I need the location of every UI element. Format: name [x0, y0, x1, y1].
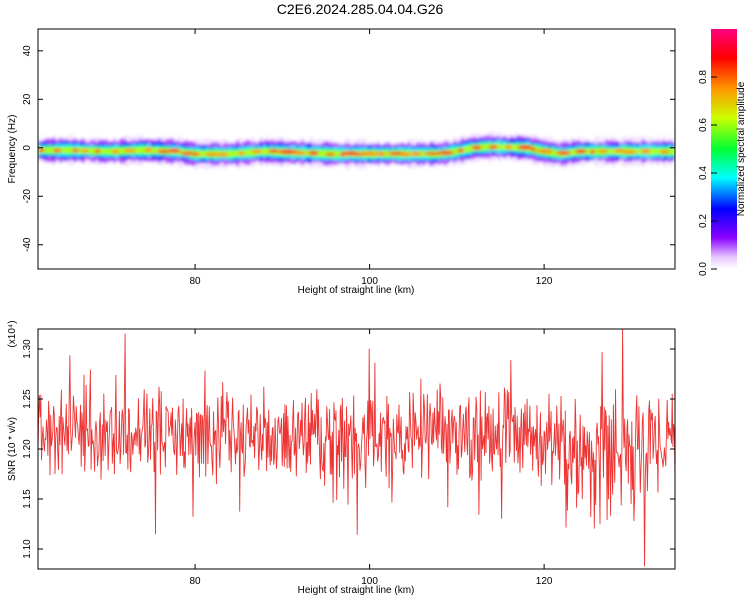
snr-y-tick-label: 1.10 — [22, 539, 33, 559]
snr-multiplier-label: (x10⁴) — [7, 320, 18, 347]
snr-y-label: SNR (10 * v/v) — [7, 417, 18, 481]
snr-x-label: Height of straight line (km) — [298, 585, 415, 596]
spectral-hot-core — [358, 151, 379, 156]
spectral-hot-core — [325, 152, 336, 157]
colorbar-label: Normalized spectral amplitude — [736, 81, 747, 216]
spectrogram-y-tick-label: -20 — [22, 189, 33, 204]
spectral-hot-core — [438, 150, 455, 155]
snr-x-tick-label: 120 — [536, 576, 553, 587]
spectrogram-x-tick-label: 100 — [361, 276, 378, 287]
spectral-hot-core — [410, 151, 422, 156]
spectrogram-panel: 80 100 120 -40 -20 0 20 40 Height of straight l… — [7, 28, 676, 296]
spectral-hot-core — [589, 149, 596, 155]
snr-y-tick-label: 1.20 — [22, 439, 33, 459]
spectral-hot-core — [38, 148, 45, 153]
spectral-hot-core — [659, 149, 670, 154]
spectrogram-y-tick-label: 40 — [22, 45, 33, 57]
spectral-hot-core — [156, 149, 172, 154]
snr-y-tick-label: 1.25 — [22, 389, 33, 409]
colorbar-tick-label: 0.0 — [698, 262, 709, 276]
spectral-hot-core — [144, 147, 153, 153]
spectral-hot-core — [215, 152, 229, 157]
colorbar: 0.0 0.2 0.4 0.6 0.8 Normalized spectral ampl… — [698, 29, 747, 276]
spectral-hot-core — [290, 151, 307, 155]
spectral-hot-core — [574, 149, 587, 154]
spectral-hot-core — [123, 148, 137, 153]
spectrogram-x-tick-label: 120 — [536, 276, 553, 287]
spectral-hot-core — [251, 149, 263, 154]
snr-y-tick-label: 1.30 — [22, 339, 33, 359]
spectrogram-y-tick-label: -40 — [22, 237, 33, 252]
spectral-hot-core — [536, 148, 554, 154]
spectrogram-y-tick-label: 0 — [22, 145, 33, 151]
spectral-hot-core — [457, 148, 464, 153]
colorbar-gradient — [711, 29, 737, 269]
spectrogram-y-label: Frequency (Hz) — [7, 115, 18, 184]
snr-panel: 80 100 120 1.10 1.15 1.20 1.25 1.30 Height of s… — [7, 320, 676, 596]
snr-x-tick-label: 80 — [190, 576, 202, 587]
spectral-hot-core — [517, 144, 533, 150]
colorbar-tick-label: 0.8 — [698, 70, 709, 84]
spectral-hot-core — [80, 149, 90, 153]
spectral-hot-core — [556, 150, 571, 155]
spectral-band — [38, 130, 675, 171]
colorbar-tick-label: 0.6 — [698, 118, 709, 132]
spectral-hot-core — [180, 151, 196, 156]
spectral-hot-core — [267, 149, 280, 153]
spectrogram-y-tick-label: 20 — [22, 93, 33, 105]
spectral-hot-core — [72, 148, 80, 153]
spectrogram-frame — [37, 28, 676, 270]
spectrogram-axes: 80 100 120 -40 -20 0 20 40 — [22, 29, 675, 287]
snr-frame — [37, 328, 676, 570]
spectral-hot-core — [401, 152, 411, 157]
colorbar-ticks: 0.0 0.2 0.4 0.6 0.8 — [698, 70, 717, 276]
figure-title: C2E6.2024.285.04.04.G26 — [277, 1, 444, 17]
spectral-hot-core — [531, 147, 537, 152]
colorbar-tick-label: 0.2 — [698, 214, 709, 228]
snr-series-line — [38, 329, 675, 567]
spectral-hot-core — [640, 148, 651, 154]
spectral-hot-core — [621, 150, 638, 154]
snr-x-tick-label: 100 — [361, 576, 378, 587]
spectral-hot-core — [237, 151, 245, 156]
spectral-hot-core — [52, 148, 62, 153]
snr-y-tick-label: 1.15 — [22, 489, 33, 509]
spectral-hot-core — [488, 145, 499, 149]
spectral-hot-core — [376, 151, 386, 157]
spectral-hot-core — [505, 145, 513, 150]
colorbar-tick-label: 0.4 — [698, 166, 709, 180]
spectrogram-x-label: Height of straight line (km) — [298, 285, 415, 296]
spectrogram-x-tick-label: 80 — [190, 276, 202, 287]
spectral-hot-core — [192, 152, 201, 156]
spectral-hot-core — [94, 149, 101, 154]
spectral-hot-core — [597, 149, 609, 153]
spectral-hot-core — [112, 149, 119, 154]
spectral-hot-core — [167, 148, 181, 153]
snr-axes: 80 100 120 1.10 1.15 1.20 1.25 1.30 — [22, 329, 675, 587]
spectral-hot-core — [308, 150, 319, 156]
spectral-hot-core — [471, 145, 482, 150]
